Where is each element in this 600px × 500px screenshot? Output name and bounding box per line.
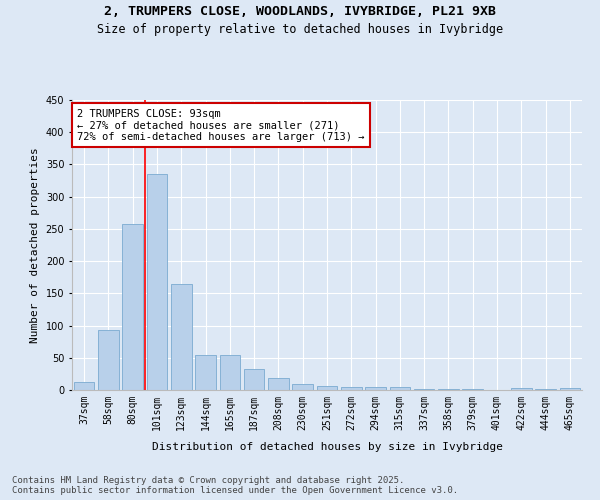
Bar bbox=[171, 284, 191, 390]
Text: Contains HM Land Registry data © Crown copyright and database right 2025.
Contai: Contains HM Land Registry data © Crown c… bbox=[12, 476, 458, 495]
Text: Size of property relative to detached houses in Ivybridge: Size of property relative to detached ho… bbox=[97, 22, 503, 36]
Bar bbox=[560, 388, 580, 390]
Bar bbox=[365, 387, 386, 390]
Bar bbox=[146, 174, 167, 390]
Bar bbox=[511, 388, 532, 390]
Bar bbox=[195, 354, 216, 390]
Bar bbox=[244, 370, 265, 390]
Bar bbox=[268, 378, 289, 390]
Bar bbox=[414, 388, 434, 390]
Y-axis label: Number of detached properties: Number of detached properties bbox=[30, 147, 40, 343]
Text: 2 TRUMPERS CLOSE: 93sqm
← 27% of detached houses are smaller (271)
72% of semi-d: 2 TRUMPERS CLOSE: 93sqm ← 27% of detache… bbox=[77, 108, 365, 142]
Bar bbox=[389, 387, 410, 390]
Bar bbox=[317, 386, 337, 390]
Bar bbox=[292, 384, 313, 390]
Bar bbox=[122, 224, 143, 390]
Bar bbox=[74, 382, 94, 390]
Bar bbox=[341, 387, 362, 390]
Text: 2, TRUMPERS CLOSE, WOODLANDS, IVYBRIDGE, PL21 9XB: 2, TRUMPERS CLOSE, WOODLANDS, IVYBRIDGE,… bbox=[104, 5, 496, 18]
Bar bbox=[220, 354, 240, 390]
Text: Distribution of detached houses by size in Ivybridge: Distribution of detached houses by size … bbox=[151, 442, 503, 452]
Bar bbox=[98, 330, 119, 390]
